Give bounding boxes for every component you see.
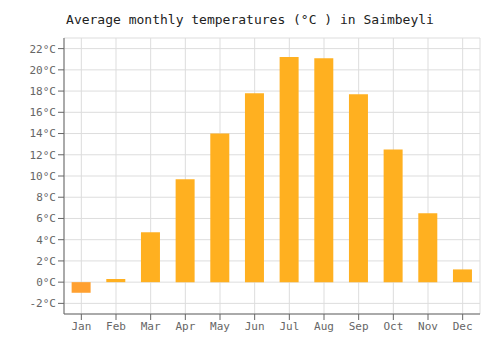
svg-text:Sep: Sep: [349, 320, 369, 333]
svg-text:12°C: 12°C: [30, 149, 57, 162]
svg-text:Aug: Aug: [314, 320, 334, 333]
svg-text:Feb: Feb: [106, 320, 126, 333]
svg-text:4°C: 4°C: [36, 234, 56, 247]
svg-text:22°C: 22°C: [30, 43, 57, 56]
svg-text:Nov: Nov: [418, 320, 438, 333]
svg-text:16°C: 16°C: [30, 106, 57, 119]
html-text:Average monthly temperatures (: Average monthly temperatures (°C ) in Sa…: [66, 12, 434, 27]
svg-text:Jan: Jan: [71, 320, 91, 333]
svg-text:Mar: Mar: [141, 320, 161, 333]
svg-text:May: May: [210, 320, 230, 333]
svg-text:8°C: 8°C: [36, 191, 56, 204]
svg-text:10°C: 10°C: [30, 170, 57, 183]
svg-text:14°C: 14°C: [30, 127, 57, 140]
svg-text:6°C: 6°C: [36, 212, 56, 225]
svg-text:Dec: Dec: [453, 320, 473, 333]
svg-text:Oct: Oct: [383, 320, 403, 333]
svg-text:Jun: Jun: [245, 320, 265, 333]
svg-text:Jul: Jul: [279, 320, 299, 333]
svg-text:18°C: 18°C: [30, 85, 57, 98]
svg-text:-2°C: -2°C: [30, 297, 57, 310]
svg-text:2°C: 2°C: [36, 255, 56, 268]
svg-text:0°C: 0°C: [36, 276, 56, 289]
svg-text:Apr: Apr: [175, 320, 195, 333]
svg-text:20°C: 20°C: [30, 64, 57, 77]
